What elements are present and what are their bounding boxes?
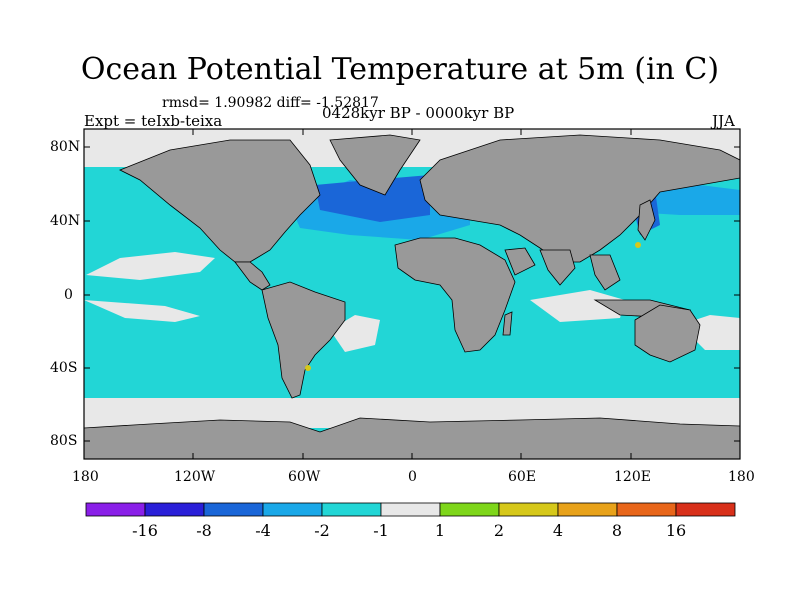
lon-label-0: 0 [408, 469, 417, 485]
period-label: 0428kyr BP - 0000kyr BP [322, 104, 515, 122]
lon-label-120w: 120W [174, 469, 216, 485]
colorbar-box-9 [616, 502, 677, 517]
warm-spot-patagonia [305, 365, 311, 371]
land-arabia [504, 247, 536, 276]
colorbar-box-5 [380, 502, 441, 517]
land-southeast-asia [589, 254, 621, 291]
colorbar-label-8: 8 [612, 521, 622, 540]
experiment-label: Expt = teIxb-teixa [84, 112, 223, 130]
colorbar-box-2 [203, 502, 264, 517]
land-north-america [119, 139, 321, 263]
lat-label-80n: 80N [50, 139, 81, 155]
colorbar-box-7 [498, 502, 559, 517]
colorbar-box-8 [557, 502, 618, 517]
colorbar-box-3 [262, 502, 323, 517]
land-eurasia [419, 134, 740, 263]
land-australia [634, 304, 701, 363]
north-atlantic-cold [315, 175, 430, 222]
lat-label-80s: 80S [50, 433, 78, 449]
land-south-america [261, 281, 346, 399]
land-madagascar [502, 311, 513, 336]
colorbar: -16 -8 -4 -2 -1 1 2 4 8 16 [85, 502, 736, 540]
colorbar-box-6 [439, 502, 500, 517]
lon-label-120e: 120E [614, 469, 651, 485]
colorbar-label-9: 16 [666, 521, 686, 540]
colorbar-box-10 [675, 502, 736, 517]
colorbar-box-1 [144, 502, 205, 517]
indian-neutral-patch [530, 290, 625, 322]
colorbar-label-4: -1 [373, 521, 389, 540]
chart-title: Ocean Potential Temperature at 5m (in C) [80, 52, 720, 87]
colorbar-label-7: 4 [553, 521, 563, 540]
colorbar-label-2: -4 [255, 521, 271, 540]
season-label: JJA [712, 112, 735, 130]
lat-ticks [84, 146, 740, 442]
lon-label-60e: 60E [508, 469, 537, 485]
lon-label-180w: 180 [72, 469, 99, 485]
colorbar-label-6: 2 [494, 521, 504, 540]
land-india [539, 249, 576, 286]
warm-spot-japan [635, 242, 641, 248]
lat-label-40s: 40S [50, 360, 78, 376]
lat-label-0: 0 [64, 287, 73, 303]
land-greenland [329, 134, 421, 196]
map-field [84, 129, 740, 459]
land-masses [84, 134, 740, 459]
colorbar-box-0 [85, 502, 146, 517]
south-atlantic-neutral-patch [330, 315, 380, 352]
colorbar-box-4 [321, 502, 382, 517]
land-central-america [234, 261, 271, 291]
colorbar-label-1: -8 [196, 521, 212, 540]
colorbar-label-0: -16 [132, 521, 158, 540]
colorbar-label-3: -2 [314, 521, 330, 540]
south-pacific-neutral-patch [84, 300, 200, 322]
stats-label: rmsd= 1.90982 diff= -1.52817 [162, 95, 379, 111]
land-antarctica [84, 417, 740, 459]
lon-label-180e: 180 [728, 469, 755, 485]
colorbar-label-5: 1 [435, 521, 445, 540]
lon-ticks [83, 129, 741, 459]
pacific-neutral-patch [86, 252, 215, 280]
land-japan [637, 199, 656, 241]
lon-label-60w: 60W [288, 469, 321, 485]
lat-label-40n: 40N [50, 213, 81, 229]
land-africa [394, 237, 516, 353]
